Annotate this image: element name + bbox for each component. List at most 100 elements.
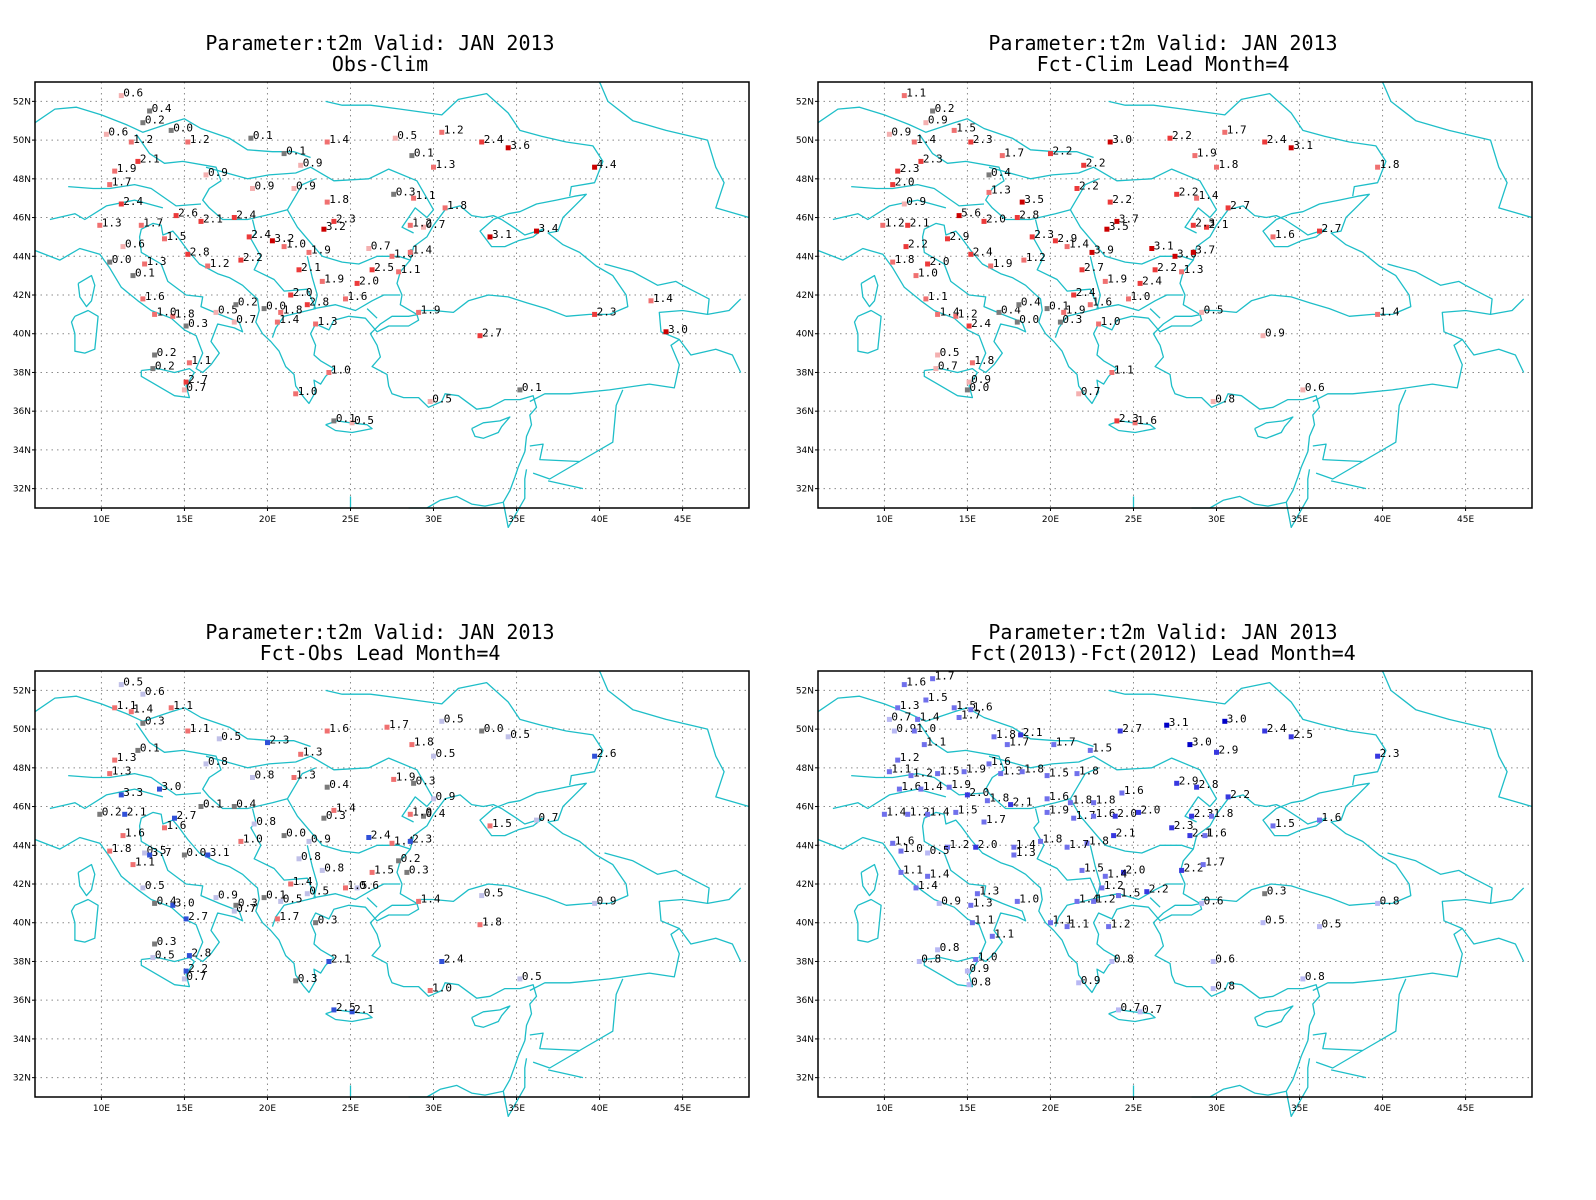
station-value: 2.2 <box>1157 261 1177 274</box>
station-value: 0.6 <box>125 238 145 251</box>
station-marker <box>981 819 987 825</box>
station-marker <box>147 108 153 114</box>
y-tick-label: 48N <box>796 175 814 185</box>
station-value: 0.2 <box>935 102 955 115</box>
station-marker <box>296 856 302 862</box>
station-marker <box>1106 924 1112 930</box>
station-value: 2.7 <box>1322 222 1342 235</box>
coastline-path <box>1315 460 1363 480</box>
station-value: 0.8 <box>1215 393 1235 406</box>
station-value: 0.7 <box>236 313 256 326</box>
y-tick-label: 40N <box>796 919 814 929</box>
stations: 0.60.40.61.20.20.01.2 0.10.10.92.11.91.72… <box>97 87 688 427</box>
station-marker <box>1014 898 1020 904</box>
coastline-path <box>471 416 511 439</box>
station-marker <box>1190 222 1196 228</box>
y-tick-label: 44N <box>13 252 31 262</box>
station-value: 1.8 <box>414 736 434 749</box>
station-value: 1.9 <box>1066 303 1086 316</box>
station-marker <box>1091 898 1097 904</box>
station-value: 2.2 <box>188 962 208 975</box>
coastline-path <box>1069 798 1194 854</box>
station-value: 3.0 <box>1112 133 1132 146</box>
station-value: 0.4 <box>1001 303 1021 316</box>
coastline-path <box>68 772 202 796</box>
station-value: 0.0 <box>969 381 989 394</box>
station-marker <box>1044 809 1050 815</box>
station-marker <box>1109 959 1115 964</box>
station-value: 0.8 <box>971 976 991 989</box>
coastline-path <box>306 256 401 312</box>
y-tick-label: 48N <box>796 764 814 774</box>
station-value: 0.9 <box>255 180 275 193</box>
station-marker <box>905 811 911 817</box>
x-tick-label: 30E <box>425 1104 442 1114</box>
station-value: 1.4 <box>920 710 940 723</box>
station-value: 2.0 <box>1141 803 1161 816</box>
station-value: 3.5 <box>1024 193 1044 206</box>
station-marker <box>1200 862 1206 868</box>
station-value: 0.3 <box>145 714 165 727</box>
station-marker <box>172 815 177 821</box>
station-value: 0.1 <box>1049 300 1069 313</box>
station-marker <box>890 259 896 265</box>
station-marker <box>935 311 941 317</box>
coastline-path <box>1285 1058 1311 1118</box>
station-value: 1.9 <box>421 303 441 316</box>
axis-ticks: 10E 15E 20E 25E 30E 35E 40E 45E 32N 34N 36N 38N 40N 4… <box>796 686 1475 1114</box>
station-value: 0.5 <box>444 712 464 725</box>
station-marker <box>933 366 939 372</box>
station-value: 0.2 <box>401 852 421 865</box>
station-marker <box>251 821 257 827</box>
coastline-path <box>599 670 750 808</box>
station-marker <box>306 838 312 844</box>
station-marker <box>956 715 962 720</box>
station-value: 2.2 <box>243 251 263 264</box>
coastline-path <box>529 852 710 992</box>
station-marker <box>1071 292 1077 298</box>
station-marker <box>1375 311 1381 317</box>
station-value: 2.3 <box>973 133 993 146</box>
station-marker <box>389 840 395 846</box>
station-value: 2.2 <box>1230 788 1250 801</box>
station-marker <box>1262 728 1268 734</box>
station-marker <box>1074 771 1080 777</box>
station-marker <box>313 321 319 327</box>
station-marker <box>186 953 192 959</box>
station-value: 2.8 <box>1199 778 1219 791</box>
station-value: 0.1 <box>286 145 306 158</box>
x-tick-label: 25E <box>342 1104 359 1114</box>
x-tick-label: 15E <box>176 515 193 525</box>
station-marker <box>431 753 436 759</box>
station-marker <box>1021 257 1027 263</box>
station-marker <box>181 387 187 393</box>
station-marker <box>1317 228 1322 234</box>
station-marker <box>996 309 1002 315</box>
y-tick-label: 40N <box>796 330 814 340</box>
station-value: 3.2 <box>274 232 294 245</box>
coastline-path <box>707 887 742 905</box>
station-value: 0.4 <box>991 166 1011 179</box>
station-value: 1.4 <box>412 243 432 256</box>
station-value: 1.1 <box>903 863 923 876</box>
station-marker <box>1116 893 1121 899</box>
station-value: 2.5 <box>1293 728 1313 741</box>
station-marker <box>1152 267 1158 273</box>
y-tick-label: 38N <box>796 957 814 967</box>
station-map: 10E 15E 20E 25E 30E 35E 40E 45E 32N 34N 36N 38N 40N 4… <box>796 670 1533 1118</box>
station-value: 1.0 <box>978 951 998 964</box>
station-marker <box>416 309 422 315</box>
station-value: 0.6 <box>145 685 165 698</box>
coastline-path <box>1033 808 1100 927</box>
station-value: 1.5 <box>167 230 187 243</box>
station-value: 0.0 <box>112 253 132 266</box>
x-tick-label: 40E <box>591 515 608 525</box>
station-value: 0.5 <box>309 885 329 898</box>
station-value: 0.0 <box>286 827 306 840</box>
station-marker <box>968 251 974 257</box>
station-value: 0.5 <box>1322 918 1342 931</box>
station-marker <box>324 728 330 734</box>
station-marker <box>517 976 523 982</box>
station-marker <box>986 172 992 178</box>
coastline-path <box>1108 681 1387 786</box>
